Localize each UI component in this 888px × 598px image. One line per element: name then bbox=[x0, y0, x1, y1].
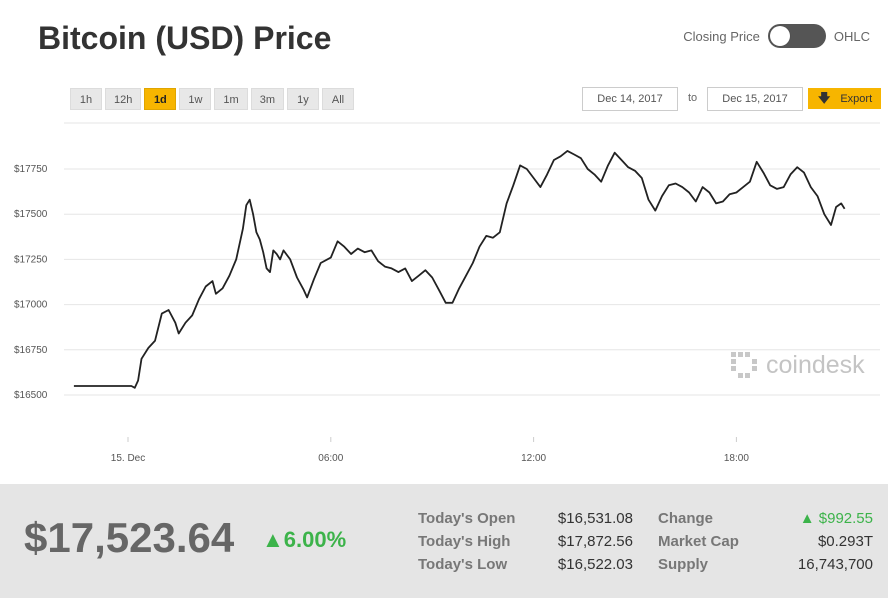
current-price: $17,523.64 bbox=[24, 514, 235, 561]
price-series-line bbox=[73, 150, 846, 389]
y-axis-ticks: $16500 $16750 $17000 $17250 $17500 $17750 bbox=[14, 164, 48, 401]
page-title: Bitcoin (USD) Price bbox=[38, 20, 332, 56]
date-from-input[interactable]: Dec 14, 2017 bbox=[582, 87, 678, 111]
stat-value-high: $17,872.56 bbox=[557, 533, 633, 550]
coindesk-watermark: coindesk bbox=[731, 351, 865, 379]
range-12h-button[interactable]: 12h bbox=[105, 88, 142, 110]
toggle-knob[interactable] bbox=[769, 26, 790, 46]
range-1m-button[interactable]: 1m bbox=[214, 88, 248, 110]
stat-label-open: Today's Open bbox=[418, 510, 516, 527]
stat-value-low: $16,522.03 bbox=[557, 556, 633, 573]
export-label: Export bbox=[840, 93, 873, 105]
grid-lines bbox=[64, 122, 880, 396]
y-tick-label: $17000 bbox=[14, 300, 48, 311]
y-tick-label: $17500 bbox=[14, 209, 48, 220]
stat-label-supply: Supply bbox=[658, 556, 709, 573]
range-3m-button[interactable]: 3m bbox=[250, 88, 284, 110]
watermark-text: coindesk bbox=[766, 351, 865, 379]
price-chart[interactable]: $16500 $16750 $17000 $17250 $17500 $17750 15.… bbox=[0, 120, 888, 480]
stat-value-supply: 16,743,700 bbox=[797, 556, 873, 573]
stat-value-change: ▲ $992.55 bbox=[799, 510, 873, 527]
x-axis-ticks: 15. Dec 06:00 12:00 18:00 bbox=[111, 437, 749, 464]
date-to-input[interactable]: Dec 15, 2017 bbox=[707, 87, 803, 111]
closing-price-label: Closing Price bbox=[683, 28, 760, 44]
y-tick-label: $16750 bbox=[14, 345, 48, 356]
range-1h-button[interactable]: 1h bbox=[70, 88, 102, 110]
stat-label-change: Change bbox=[658, 510, 714, 527]
y-tick-label: $17750 bbox=[14, 164, 48, 175]
y-tick-label: $17250 bbox=[14, 254, 48, 265]
x-tick-label: 12:00 bbox=[521, 453, 546, 464]
percent-change: ▲6.00% bbox=[262, 527, 347, 552]
range-selector: 1h 12h 1d 1w 1m 3m 1y All bbox=[70, 88, 354, 110]
ohlc-label: OHLC bbox=[833, 28, 870, 44]
stats-footer: $17,523.64 ▲6.00% Today's Open $16,531.0… bbox=[0, 484, 888, 598]
stat-value-market-cap: $0.293T bbox=[817, 533, 873, 550]
range-all-button[interactable]: All bbox=[321, 88, 354, 110]
y-tick-label: $16500 bbox=[14, 390, 48, 401]
export-button[interactable]: 🡇 Export bbox=[808, 88, 881, 109]
stat-label-market-cap: Market Cap bbox=[658, 533, 739, 550]
coindesk-logo-icon bbox=[731, 352, 757, 378]
stat-value-open: $16,531.08 bbox=[557, 510, 633, 527]
price-type-toggle[interactable] bbox=[767, 24, 826, 48]
date-to-label: to bbox=[688, 92, 698, 104]
x-tick-label: 15. Dec bbox=[111, 453, 145, 464]
x-tick-label: 06:00 bbox=[318, 453, 343, 464]
price-type-toggle-group: Closing Price OHLC bbox=[683, 24, 870, 48]
download-arrow-icon: 🡇 bbox=[818, 91, 831, 105]
stat-label-high: Today's High bbox=[418, 533, 511, 550]
stat-label-low: Today's Low bbox=[418, 556, 508, 573]
range-1y-button[interactable]: 1y bbox=[286, 88, 319, 110]
x-tick-label: 18:00 bbox=[724, 453, 749, 464]
range-1d-button[interactable]: 1d bbox=[144, 88, 177, 110]
range-1w-button[interactable]: 1w bbox=[179, 88, 212, 110]
